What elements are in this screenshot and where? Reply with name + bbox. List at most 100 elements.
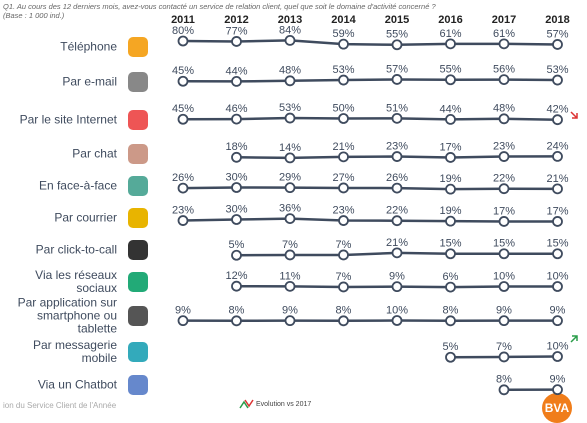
data-point <box>498 113 510 125</box>
value-label: 23% <box>386 140 408 152</box>
x-tick-label: 2015 <box>385 14 409 26</box>
value-label: 17% <box>439 141 461 153</box>
value-label: 44% <box>225 65 247 77</box>
channel-icon <box>128 272 148 292</box>
value-label: 45% <box>172 103 194 115</box>
x-tick-label: 2014 <box>331 14 356 26</box>
data-point <box>391 112 403 124</box>
value-label: 5% <box>443 341 459 353</box>
value-label: 26% <box>386 172 408 184</box>
data-point <box>445 152 456 163</box>
channel-icon <box>128 37 148 57</box>
value-label: 11% <box>279 270 300 282</box>
channel-icon <box>128 144 148 164</box>
value-label: 10% <box>546 340 568 352</box>
channel-icon <box>128 176 148 196</box>
value-label: 30% <box>225 171 247 183</box>
data-point <box>498 216 510 227</box>
value-label: 55% <box>439 64 461 76</box>
row-label: Par messagerie mobile <box>32 338 117 365</box>
data-point <box>231 113 242 125</box>
series-line <box>182 116 558 121</box>
value-label: 9% <box>550 305 566 317</box>
data-point <box>231 151 242 163</box>
value-label: 14% <box>279 142 301 154</box>
data-point <box>552 183 563 195</box>
data-point <box>284 213 296 225</box>
value-label: 17% <box>546 205 568 217</box>
value-label: 53% <box>332 64 354 76</box>
data-point <box>445 351 456 363</box>
value-label: 23% <box>493 140 515 152</box>
data-point <box>284 182 296 194</box>
value-label: 9% <box>496 305 512 317</box>
value-label: 23% <box>332 204 354 216</box>
footer: ion du Service Client de l'Année <box>3 401 117 410</box>
up-arrow-icon <box>239 400 249 409</box>
value-label: 9% <box>175 305 191 317</box>
value-label: 36% <box>279 203 301 215</box>
value-label: 55% <box>386 29 408 41</box>
series-line <box>182 78 558 83</box>
value-label: 9% <box>550 374 566 386</box>
value-label: 45% <box>172 65 194 77</box>
data-point <box>231 214 242 225</box>
down-arrow-icon <box>244 399 254 408</box>
data-point <box>498 351 510 363</box>
value-label: 21% <box>386 237 408 249</box>
row-label: Téléphone <box>60 39 117 54</box>
value-label: 6% <box>443 271 459 283</box>
value-label: 46% <box>225 103 247 115</box>
data-point <box>552 351 563 362</box>
value-label: 7% <box>336 271 352 283</box>
value-label: 22% <box>386 205 408 217</box>
value-label: 7% <box>282 239 298 251</box>
x-tick-label: 2016 <box>438 14 462 26</box>
logo-circle <box>542 393 572 423</box>
value-label: 21% <box>546 173 568 185</box>
data-point <box>231 76 242 87</box>
value-label: 61% <box>493 28 515 40</box>
channel-icon <box>128 208 148 228</box>
x-tick-label: 2017 <box>492 14 516 26</box>
data-point <box>391 151 403 162</box>
data-point <box>231 182 242 193</box>
data-point <box>552 216 563 227</box>
data-point <box>552 248 563 260</box>
data-point <box>231 315 242 327</box>
data-point <box>391 182 403 194</box>
value-label: 19% <box>439 173 461 185</box>
data-point <box>284 152 296 164</box>
data-point <box>177 215 189 226</box>
chart-title: Q1. Au cours des 12 derniers mois, avez-… <box>3 2 436 11</box>
data-point <box>552 150 563 162</box>
data-point <box>552 315 563 327</box>
data-point <box>391 247 403 259</box>
value-label: 10% <box>386 304 408 316</box>
data-point <box>445 281 456 293</box>
data-point <box>445 215 456 227</box>
data-point <box>338 215 349 226</box>
value-label: 77% <box>225 25 247 37</box>
value-label: 23% <box>172 204 194 216</box>
data-point <box>231 249 242 261</box>
data-point <box>498 38 510 50</box>
value-label: 48% <box>493 103 515 115</box>
row-label: Via un Chatbot <box>37 377 117 392</box>
channel-icon <box>128 342 148 362</box>
data-point <box>445 315 456 327</box>
value-label: 30% <box>225 203 247 215</box>
value-label: 84% <box>279 24 301 36</box>
data-point <box>391 39 403 51</box>
data-point <box>231 280 242 292</box>
data-point <box>391 215 403 227</box>
value-label: 7% <box>336 239 352 251</box>
value-label: 15% <box>493 238 515 250</box>
x-tick-label: 2011 <box>171 14 195 26</box>
value-label: 9% <box>389 271 405 283</box>
data-point <box>445 183 456 195</box>
channel-icon <box>128 110 148 130</box>
data-point <box>177 182 189 194</box>
data-point <box>445 114 456 125</box>
